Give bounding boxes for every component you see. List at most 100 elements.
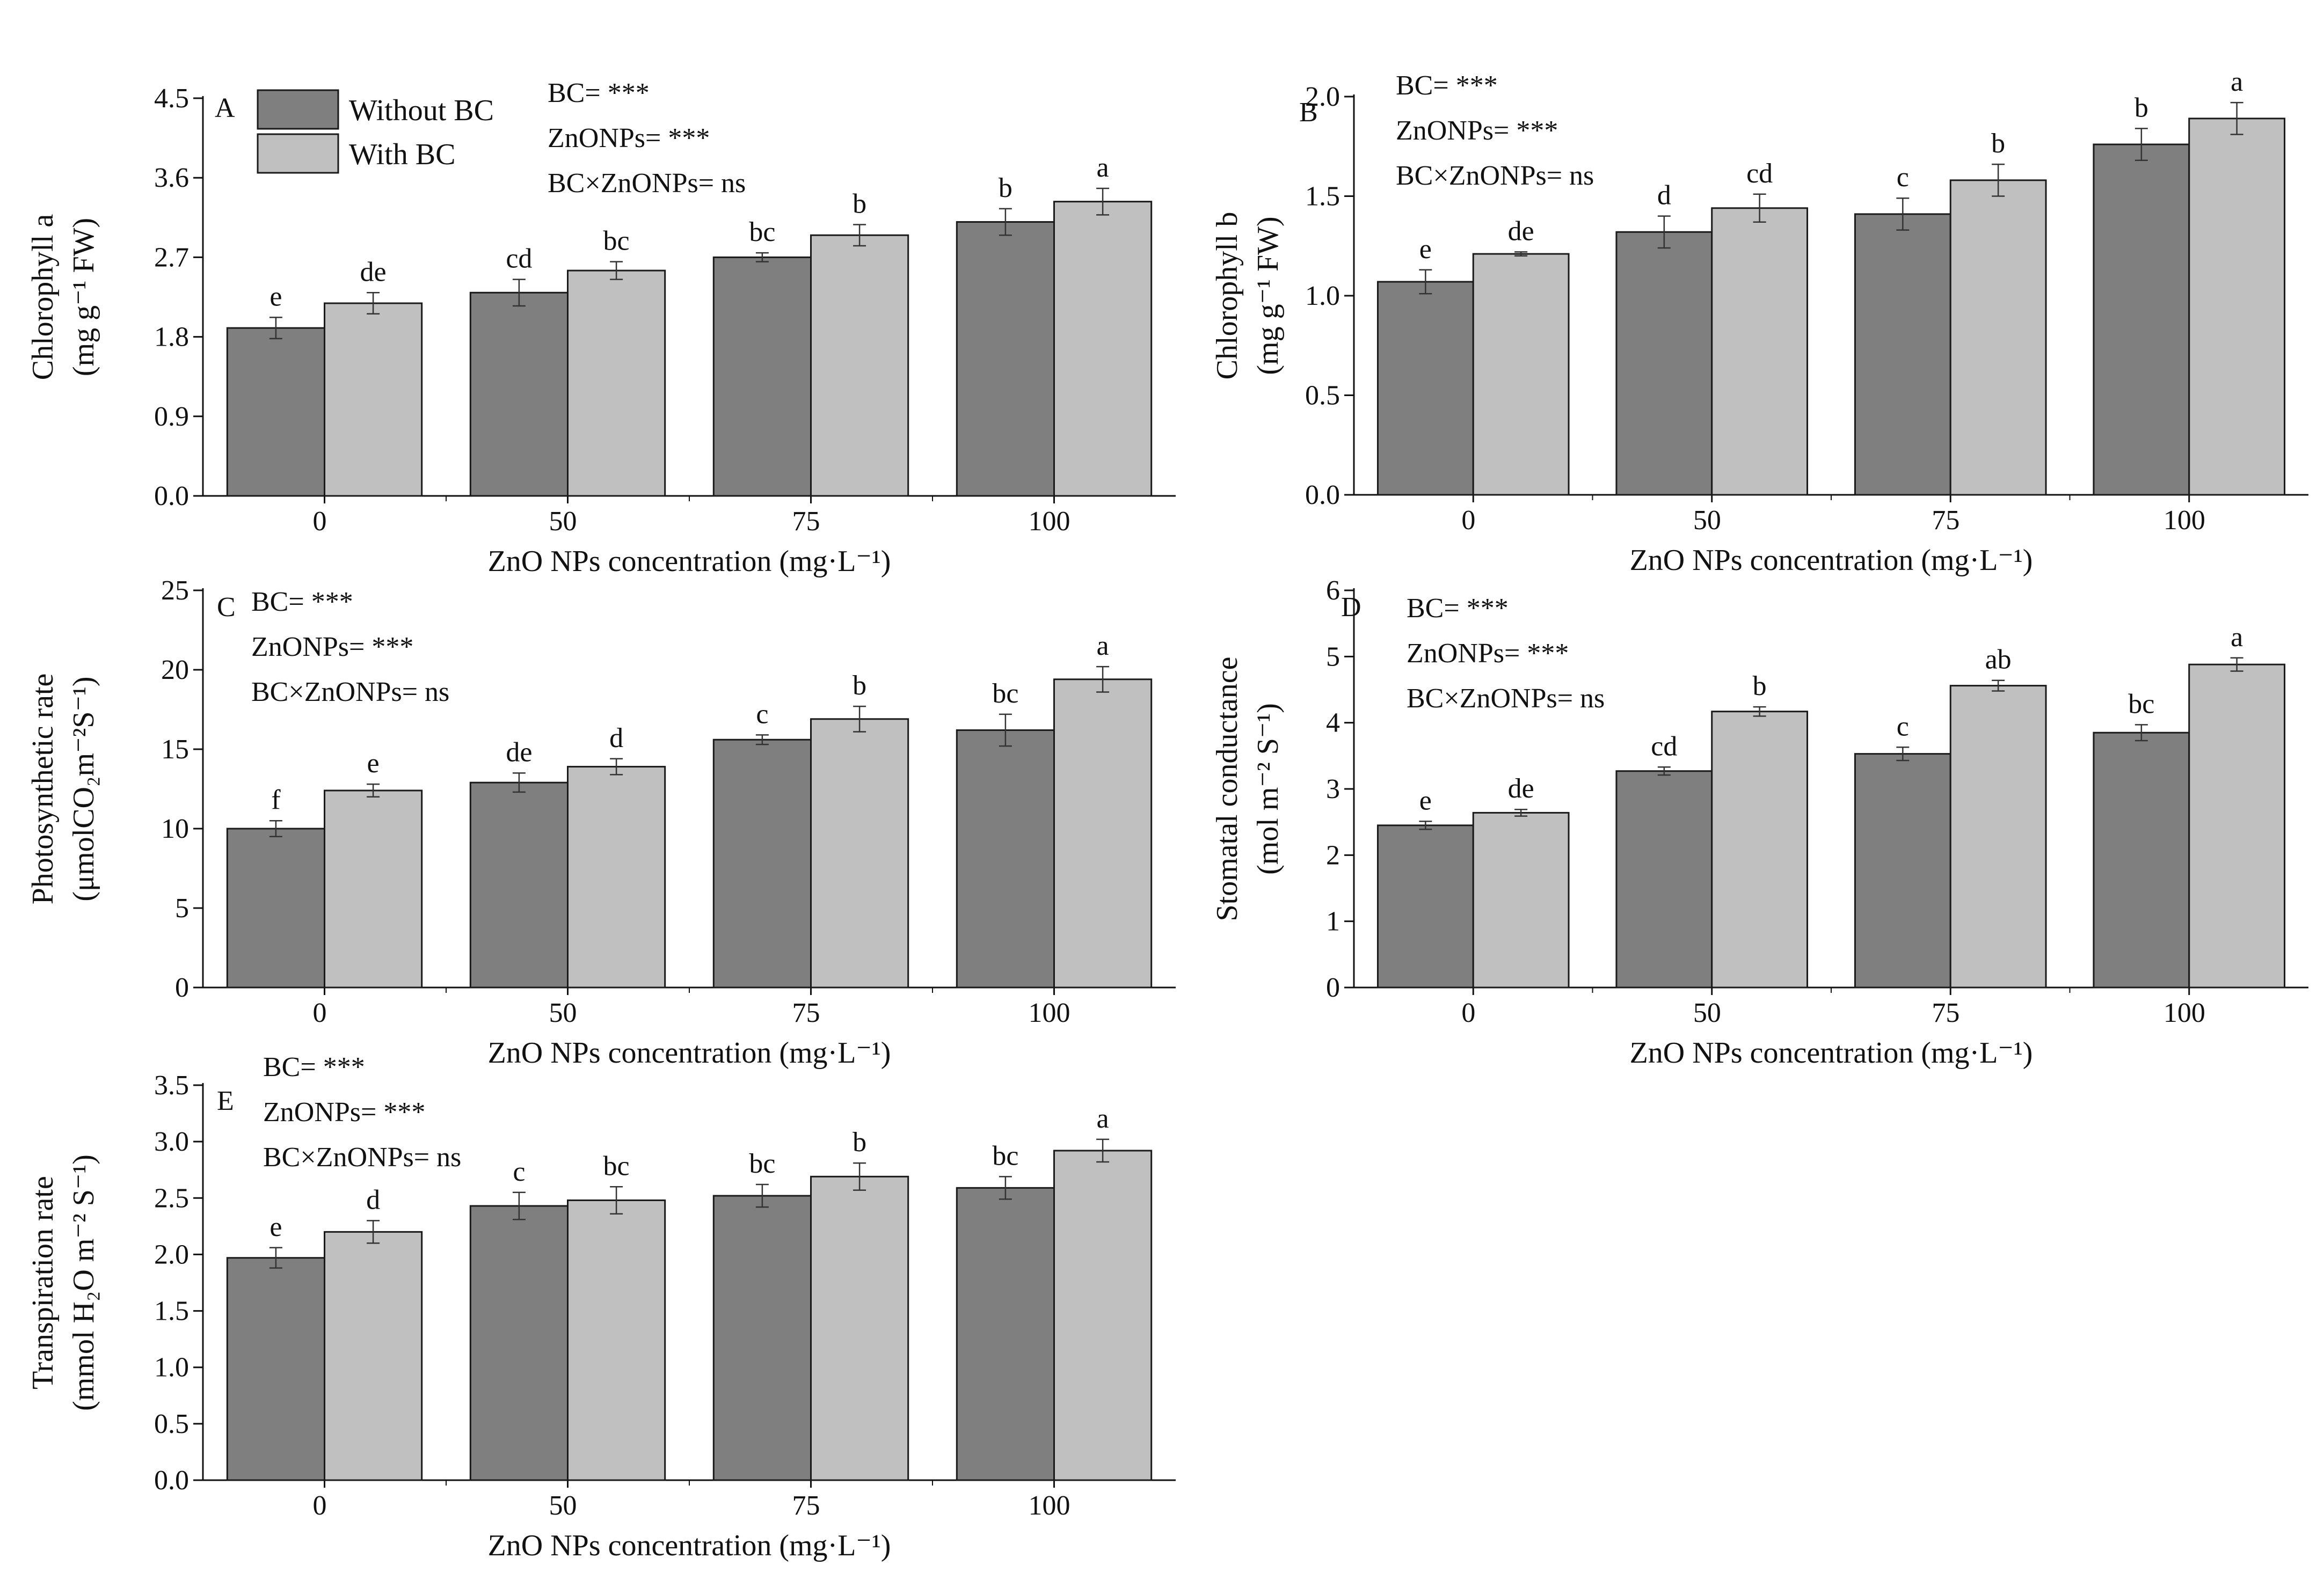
bar-with-bc — [324, 1231, 423, 1481]
x-tick-label: 75 — [792, 506, 820, 537]
bar-without-bc — [956, 221, 1055, 497]
bar-without-bc — [1854, 753, 1951, 989]
anova-stat: ZnONPs= *** — [263, 1097, 425, 1128]
anova-stat: BC×ZnONPs= ns — [251, 677, 449, 707]
x-tick-label: 100 — [2163, 505, 2205, 536]
bar-with-bc — [1711, 711, 1809, 989]
y-tick-label: 2.7 — [154, 242, 189, 273]
significance-letter: e — [1419, 785, 1432, 816]
bar-without-bc — [1376, 824, 1474, 989]
y-tick-label: 6 — [1326, 575, 1340, 606]
bar-with-bc — [810, 718, 909, 989]
bar-without-bc — [469, 781, 569, 989]
bar-with-bc — [324, 302, 423, 497]
bar-without-bc — [226, 1257, 325, 1481]
bar-without-bc — [956, 1187, 1055, 1481]
significance-letter: de — [1508, 216, 1534, 246]
significance-letter: e — [1419, 234, 1432, 265]
bar-with-bc — [567, 766, 666, 989]
legend-label: Without BC — [349, 94, 494, 127]
panel-a: 0.0 0.9 1.8 2.7 3.6 4.5 0 e de 50 cd bc 75 bc b 100 b a Zn… — [26, 78, 1176, 578]
y-tick-label: 0.0 — [154, 481, 189, 511]
bar-with-bc — [324, 789, 423, 989]
significance-letter: cd — [1651, 731, 1677, 762]
bar-without-bc — [469, 1205, 569, 1481]
bar-without-bc — [712, 1195, 812, 1481]
y-tick-label: 0.9 — [154, 401, 189, 432]
anova-stat: BC×ZnONPs= ns — [1407, 683, 1605, 714]
significance-letter: c — [1897, 162, 1909, 193]
panel-c: 0 5 10 15 20 25 0 f e 50 de d 75 c b 100 bc a ZnO NPs conc… — [26, 575, 1176, 1070]
significance-letter: b — [853, 188, 866, 219]
y-axis-unit: (mmol H₂O m⁻² S⁻¹) — [67, 1154, 100, 1411]
y-axis-title: Stomatal conductance — [1211, 657, 1244, 921]
significance-letter: cd — [506, 244, 532, 274]
y-tick-label: 1.5 — [154, 1296, 189, 1327]
panel-letter: A — [215, 93, 235, 123]
significance-letter: b — [2134, 92, 2148, 123]
y-tick-label: 0 — [1326, 972, 1340, 1003]
bar-with-bc — [567, 1199, 666, 1481]
significance-letter: bc — [603, 1151, 630, 1181]
bar-with-bc — [2188, 118, 2286, 496]
x-tick-label: 50 — [549, 1490, 577, 1521]
anova-stat: BC= *** — [1407, 593, 1509, 624]
y-tick-label: 5 — [175, 893, 189, 924]
y-tick-label: 1.8 — [154, 322, 189, 353]
legend-swatch — [257, 133, 339, 174]
y-tick-label: 0 — [175, 972, 189, 1003]
x-tick-label: 50 — [1693, 505, 1721, 536]
bar-without-bc — [226, 828, 325, 989]
significance-letter: de — [506, 737, 532, 767]
significance-letter: bc — [2128, 689, 2154, 719]
significance-letter: bc — [992, 678, 1018, 709]
x-axis-title: ZnO NPs concentration (mg·L⁻¹) — [1630, 544, 2033, 577]
x-tick-label: 50 — [549, 506, 577, 537]
y-tick-label: 10 — [161, 814, 189, 844]
x-tick-label: 100 — [1028, 1490, 1070, 1521]
y-tick-label: 2.5 — [154, 1183, 189, 1213]
bar-without-bc — [2093, 143, 2190, 496]
x-tick-label: 75 — [792, 1490, 820, 1521]
y-tick-label: 4 — [1326, 708, 1340, 738]
y-axis-title: Transpiration rate — [26, 1176, 60, 1389]
bar-without-bc — [226, 327, 325, 497]
significance-letter: e — [269, 1212, 282, 1242]
anova-stat: ZnONPs= *** — [1407, 638, 1569, 669]
legend: Without BC With BC — [257, 89, 494, 174]
y-tick-label: 0.5 — [154, 1409, 189, 1439]
y-tick-label: 3 — [1326, 774, 1340, 804]
y-tick-label: 25 — [161, 575, 189, 606]
y-tick-label: 1.0 — [154, 1352, 189, 1383]
significance-letter: c — [513, 1157, 525, 1187]
y-axis-title: Chlorophyll b — [1211, 212, 1244, 380]
x-tick-label: 100 — [1028, 998, 1070, 1028]
significance-letter: c — [756, 699, 768, 729]
bar-with-bc — [1949, 179, 2047, 496]
y-tick-label: 3.6 — [154, 163, 189, 193]
significance-letter: b — [1991, 128, 2005, 159]
x-axis-title: ZnO NPs concentration (mg·L⁻¹) — [488, 1036, 891, 1070]
anova-stat: BC×ZnONPs= ns — [263, 1142, 461, 1173]
anova-stat: ZnONPs= *** — [251, 632, 413, 662]
y-axis-unit: (mg g⁻¹ FW) — [1251, 216, 1285, 375]
y-tick-label: 1.5 — [1305, 181, 1340, 212]
anova-stat: BC= *** — [251, 587, 353, 617]
y-tick-label: 4.5 — [154, 83, 189, 114]
y-tick-label: 1.0 — [1305, 281, 1340, 311]
significance-letter: bc — [749, 1149, 775, 1179]
bar-with-bc — [567, 269, 666, 497]
bar-without-bc — [1854, 213, 1951, 496]
anova-stat: BC×ZnONPs= ns — [1396, 160, 1594, 191]
x-tick-label: 0 — [312, 506, 326, 537]
y-axis-unit: (mg g⁻¹ FW) — [67, 218, 100, 376]
x-tick-label: 0 — [312, 998, 326, 1028]
bar-with-bc — [810, 1175, 909, 1481]
bar-without-bc — [1615, 231, 1713, 496]
significance-letter: e — [269, 281, 282, 312]
anova-stat: BC= *** — [1396, 70, 1498, 101]
anova-stat: BC= *** — [548, 78, 650, 108]
significance-letter: f — [271, 785, 281, 815]
x-tick-label: 0 — [1461, 505, 1475, 536]
